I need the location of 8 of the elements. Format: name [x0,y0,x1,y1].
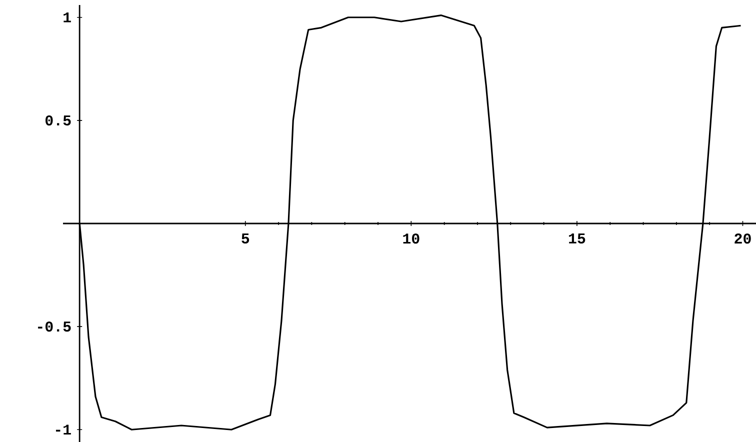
x-tick-label: 5 [242,234,250,244]
y-tick-label: -1 [56,424,71,435]
y-tick-label: 1 [64,12,71,22]
y-tick-label: 0.5 [46,115,71,126]
x-tick-label: 15 [568,234,586,244]
x-tick-label: 20 [734,234,751,244]
y-tick-label: -0.5 [38,321,71,332]
x-tick-label: 10 [403,234,420,244]
